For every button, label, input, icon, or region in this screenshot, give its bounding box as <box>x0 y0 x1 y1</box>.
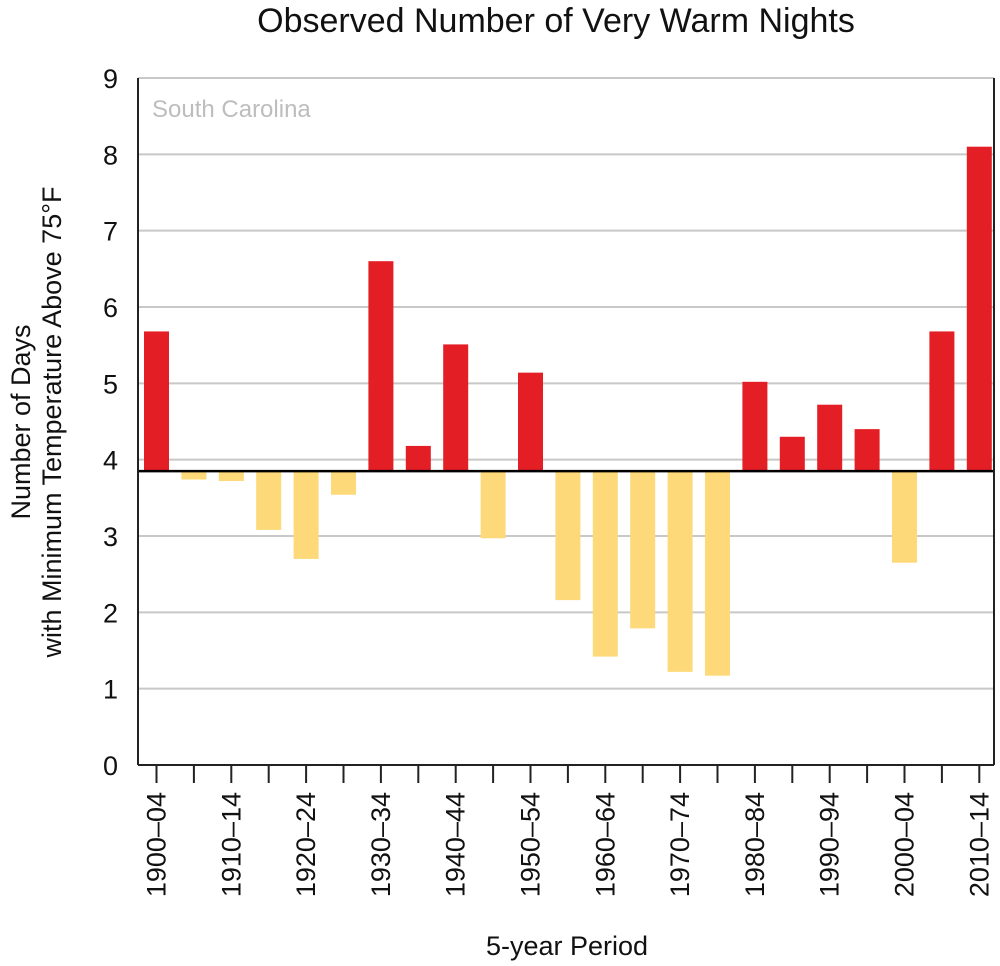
bar-10 <box>480 471 506 539</box>
x-tick-label: 1960–64 <box>590 792 620 897</box>
bar-11 <box>518 372 543 472</box>
grid-lines <box>138 77 994 690</box>
x-tick-label: 2000–04 <box>890 792 920 897</box>
y-tick-label: 6 <box>103 293 118 323</box>
bar-14 <box>630 471 656 629</box>
bar-3 <box>218 471 244 482</box>
bar-12 <box>555 471 581 601</box>
y-axis-title-line1: Number of Days <box>6 324 36 519</box>
y-axis-ticks: 0 1 2 3 4 5 6 7 8 9 <box>103 64 118 781</box>
y-tick-label: 2 <box>103 598 118 628</box>
bar-21 <box>892 471 917 563</box>
bar-16 <box>705 471 730 676</box>
y-tick-label: 3 <box>103 522 118 552</box>
y-tick-label: 1 <box>103 675 118 705</box>
y-tick-label: 5 <box>103 369 118 399</box>
bar-22 <box>929 331 955 472</box>
region-label: South Carolina <box>152 96 311 123</box>
x-tick-label: 1900–04 <box>142 792 172 897</box>
x-tick-label: 1980–84 <box>740 792 770 897</box>
bar-2 <box>181 471 207 480</box>
chart-title: Observed Number of Very Warm Nights <box>257 2 855 40</box>
x-tick-label: 1910–14 <box>216 792 246 897</box>
y-tick-label: 7 <box>103 217 118 247</box>
bar-15 <box>667 471 693 672</box>
y-tick-label: 0 <box>103 751 118 781</box>
x-axis-title: 5-year Period <box>486 931 648 961</box>
bar-20 <box>854 429 880 472</box>
bar-23 <box>966 146 992 472</box>
bar-5 <box>293 471 319 559</box>
bar-8 <box>405 445 431 472</box>
y-axis-title: Number of Days with Minimum Temperature … <box>6 187 67 659</box>
bar-1 <box>144 331 169 472</box>
x-tick-label: 1950–54 <box>516 792 546 897</box>
x-tick-label: 1930–34 <box>366 792 396 897</box>
bar-13 <box>592 471 618 657</box>
bars <box>144 146 992 676</box>
bar-7 <box>368 261 394 472</box>
bar-17 <box>742 381 768 472</box>
x-tick-label: 1920–24 <box>291 792 321 897</box>
x-axis-ticks: 1900–04 1910–14 1920–24 1930–34 1940–44 1950–… <box>142 765 994 897</box>
y-tick-label: 8 <box>103 140 118 170</box>
bar-4 <box>256 471 282 530</box>
x-tick-label: 1940–44 <box>441 792 471 897</box>
y-tick-label: 4 <box>103 446 118 476</box>
x-tick-label: 2010–14 <box>964 792 994 897</box>
bar-18 <box>779 436 805 472</box>
y-tick-label: 9 <box>103 64 118 94</box>
bar-9 <box>443 344 469 472</box>
bar-6 <box>331 471 356 495</box>
y-axis-title-line2: with Minimum Temperature Above 75°F <box>37 187 67 659</box>
x-tick-label: 1990–94 <box>815 792 845 897</box>
bar-19 <box>817 404 843 472</box>
x-tick-label: 1970–74 <box>665 792 695 897</box>
